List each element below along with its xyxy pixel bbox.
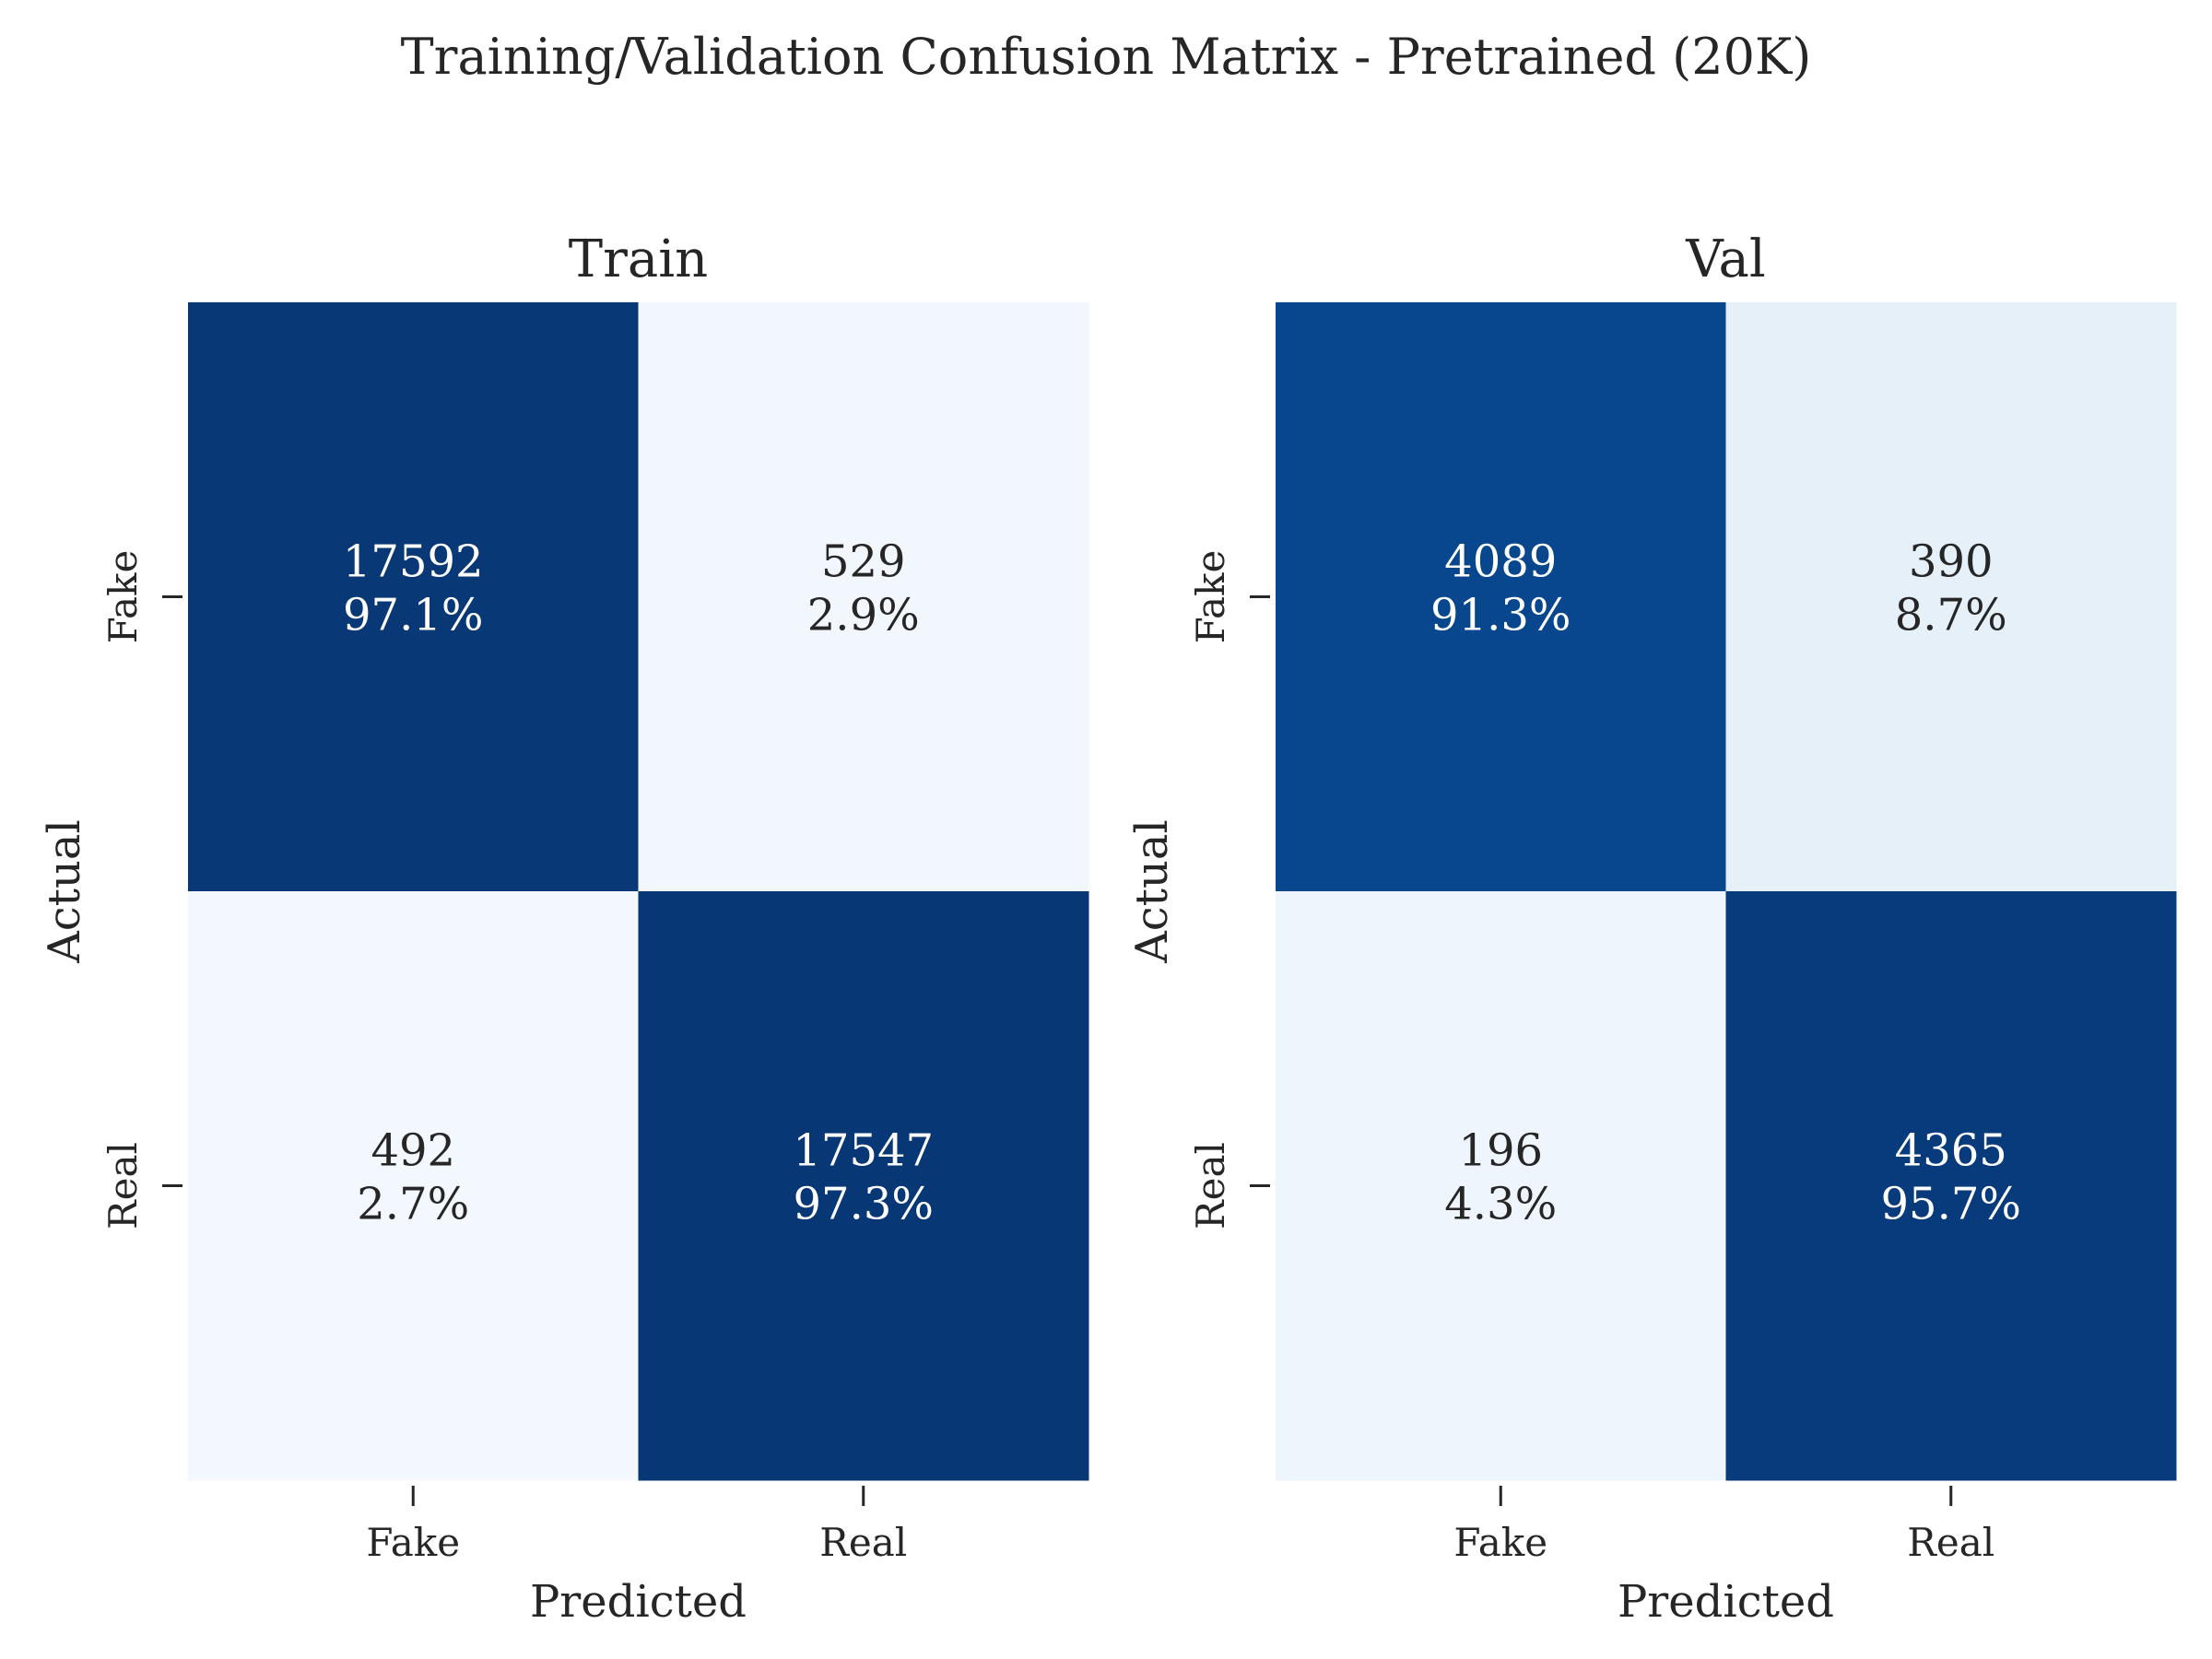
cell-percent-label: 8.7% (1895, 590, 2007, 641)
cell-count-label: 390 (1909, 536, 1994, 588)
heatmap-cell (638, 891, 1089, 1481)
y-axis-label: Actual (1126, 819, 1178, 964)
cell-percent-label: 2.9% (807, 590, 920, 641)
heatmap-cell (188, 891, 639, 1481)
cell-count-label: 196 (1458, 1125, 1543, 1177)
y-tick-label: Fake (100, 550, 146, 644)
y-tick-label: Real (100, 1142, 146, 1230)
y-tick-label: Real (1188, 1142, 1233, 1230)
x-tick-label: Fake (1453, 1520, 1547, 1565)
y-tick-label: Fake (1188, 550, 1233, 644)
heatmap-cell (1276, 891, 1726, 1481)
cell-percent-label: 2.7% (357, 1179, 469, 1230)
cell-count-label: 17547 (793, 1125, 934, 1177)
cell-count-label: 17592 (343, 536, 484, 588)
cell-percent-label: 95.7% (1881, 1179, 2021, 1230)
x-axis-label: Predicted (1618, 1576, 1834, 1628)
cell-count-label: 4089 (1444, 536, 1557, 588)
cell-percent-label: 97.1% (343, 590, 483, 641)
heatmap-cell (1276, 302, 1726, 892)
cell-count-label: 4365 (1895, 1125, 2007, 1177)
x-tick-label: Fake (366, 1520, 460, 1565)
panel-title: Train (569, 229, 708, 289)
cell-count-label: 529 (821, 536, 906, 588)
panel-title: Val (1685, 229, 1766, 289)
x-tick-label: Real (819, 1520, 907, 1565)
heatmap-cell (638, 302, 1089, 892)
heatmap-cell (188, 302, 639, 892)
heatmap-cell (1725, 302, 2177, 892)
cell-percent-label: 4.3% (1444, 1179, 1557, 1230)
cell-percent-label: 97.3% (794, 1179, 934, 1230)
figure-title: Training/Validation Confusion Matrix - P… (401, 28, 1812, 86)
x-axis-label: Predicted (530, 1576, 747, 1628)
x-tick-label: Real (1907, 1520, 1994, 1565)
heatmap-cell (1725, 891, 2177, 1481)
cell-percent-label: 91.3% (1430, 590, 1571, 641)
y-axis-label: Actual (39, 819, 90, 964)
cell-count-label: 492 (371, 1125, 455, 1177)
